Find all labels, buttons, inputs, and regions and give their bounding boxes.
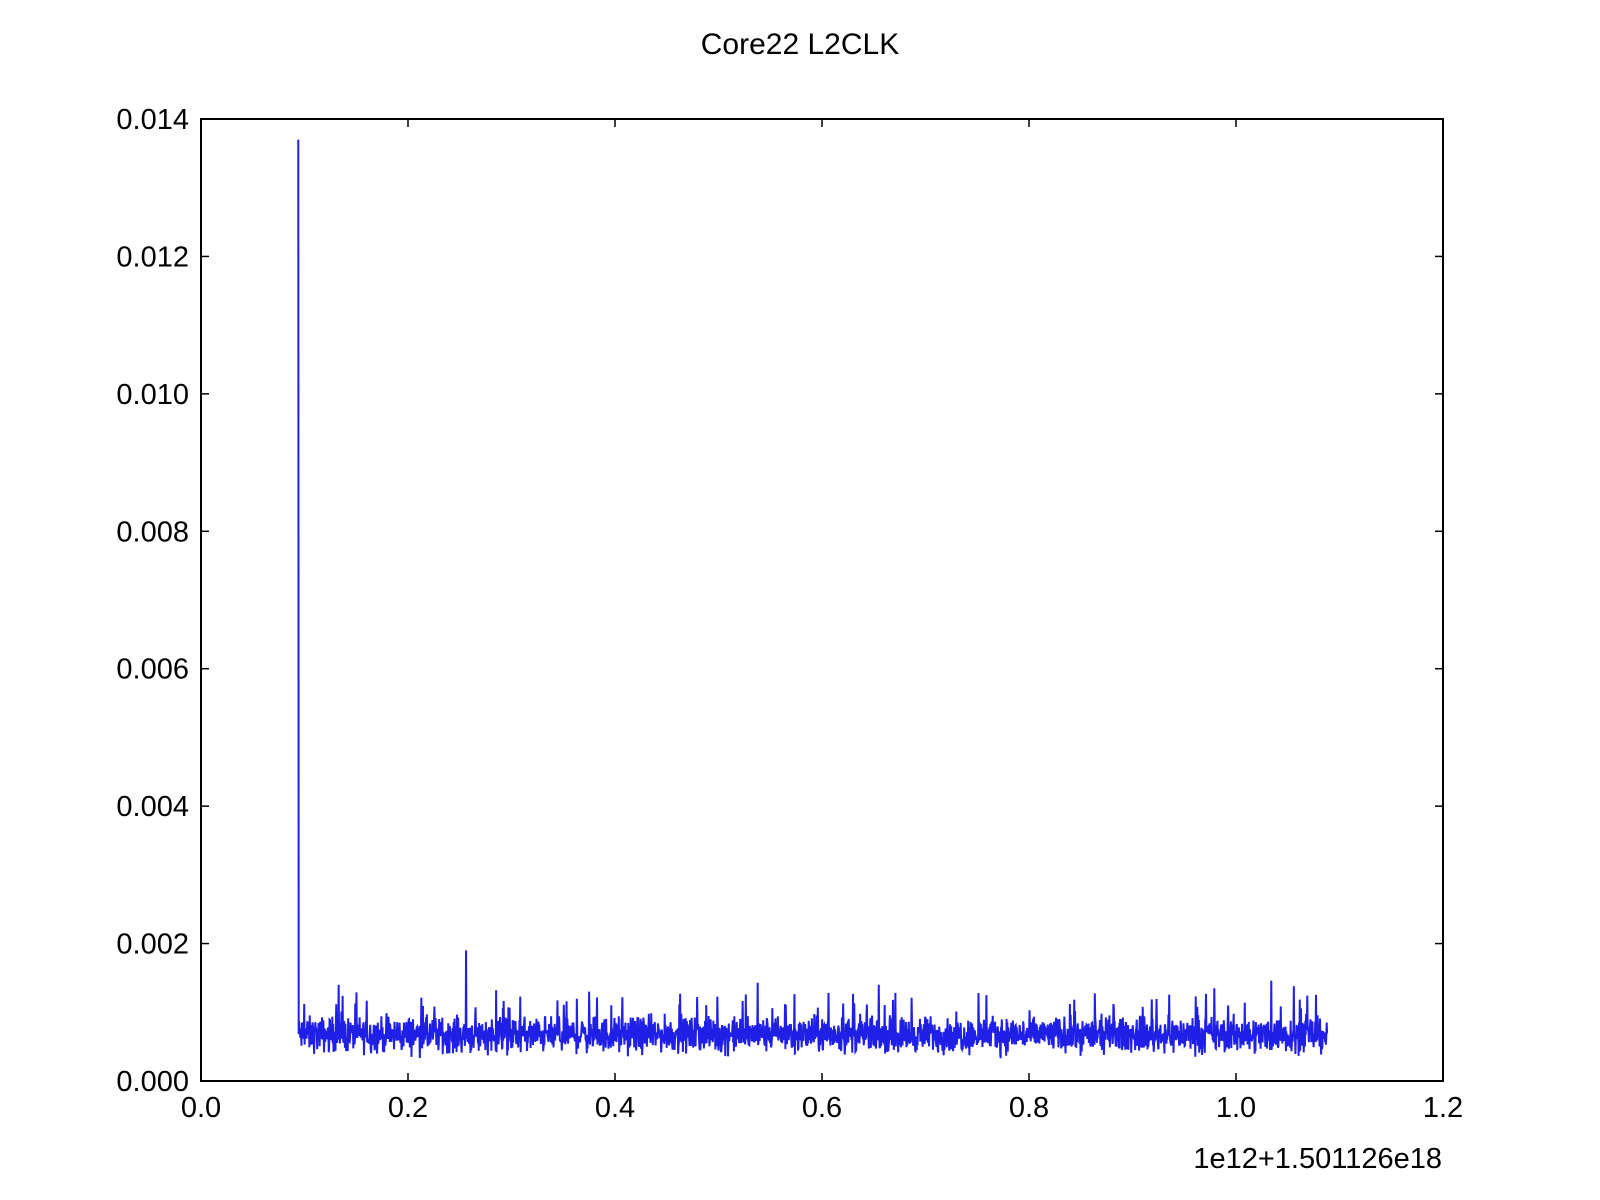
y-tick-label: 0.010 — [116, 379, 189, 411]
chart-title: Core22 L2CLK — [701, 28, 899, 61]
plot-frame — [200, 118, 1444, 1082]
x-tick-label: 1.2 — [1423, 1092, 1463, 1124]
plot-series — [297, 139, 1329, 1059]
y-axis: 0.000 0.002 0.004 0.006 0.008 0.010 0.012 0.014 — [116, 104, 1443, 1098]
y-tick-label: 0.012 — [116, 241, 189, 273]
x-axis-offset-label: 1e12+1.501126e18 — [1193, 1143, 1442, 1175]
x-tick-label: 0.2 — [388, 1092, 428, 1124]
y-tick-label: 0.000 — [116, 1066, 189, 1098]
x-tick-label: 1.0 — [1216, 1092, 1256, 1124]
y-tick-label: 0.008 — [116, 516, 189, 548]
y-tick-label: 0.002 — [116, 929, 189, 961]
x-tick-label: 0.8 — [1009, 1092, 1049, 1124]
y-tick-label: 0.006 — [116, 654, 189, 686]
x-axis: 0.0 0.2 0.4 0.6 0.8 1.0 1.2 — [181, 119, 1463, 1124]
series-line — [297, 139, 1329, 1059]
x-tick-label: 0.4 — [595, 1092, 635, 1124]
y-tick-label: 0.004 — [116, 791, 189, 823]
x-tick-label: 0.0 — [181, 1092, 221, 1124]
y-tick-label: 0.014 — [116, 104, 189, 136]
x-tick-label: 0.6 — [802, 1092, 842, 1124]
